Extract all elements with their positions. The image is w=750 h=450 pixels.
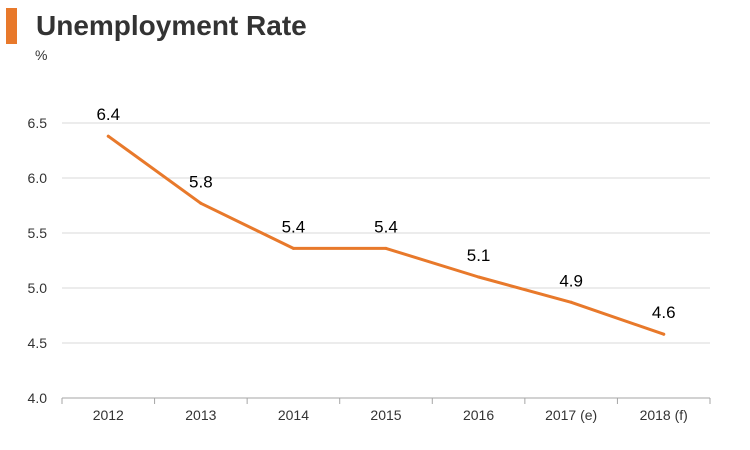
- y-tick-label: 5.0: [28, 280, 48, 296]
- data-label: 5.1: [467, 246, 491, 265]
- y-tick-label: 4.5: [28, 335, 48, 351]
- y-tick-label: 5.5: [28, 225, 48, 241]
- x-tick-label: 2012: [93, 407, 124, 423]
- x-tick-label: 2018 (f): [640, 407, 688, 423]
- data-label: 5.4: [374, 217, 398, 236]
- data-point: [384, 246, 388, 250]
- data-label: 5.4: [282, 217, 306, 236]
- title-accent-bar: [6, 8, 17, 44]
- data-point: [291, 246, 295, 250]
- y-axis-unit-label: %: [35, 47, 47, 63]
- x-tick-label: 2017 (e): [545, 407, 597, 423]
- data-point: [662, 332, 666, 336]
- data-label: 5.8: [189, 172, 213, 191]
- chart-title: Unemployment Rate: [36, 10, 307, 41]
- data-label: 6.4: [96, 105, 120, 124]
- x-tick-label: 2016: [463, 407, 494, 423]
- y-tick-label: 4.0: [28, 390, 48, 406]
- x-tick-label: 2015: [370, 407, 401, 423]
- y-tick-label: 6.0: [28, 170, 48, 186]
- data-point: [199, 201, 203, 205]
- y-tick-label: 6.5: [28, 115, 48, 131]
- data-point: [477, 275, 481, 279]
- data-label: 4.6: [652, 303, 676, 322]
- data-point: [569, 300, 573, 304]
- x-tick-label: 2014: [278, 407, 309, 423]
- data-point: [106, 134, 110, 138]
- data-label: 4.9: [559, 271, 583, 290]
- x-tick-label: 2013: [185, 407, 216, 423]
